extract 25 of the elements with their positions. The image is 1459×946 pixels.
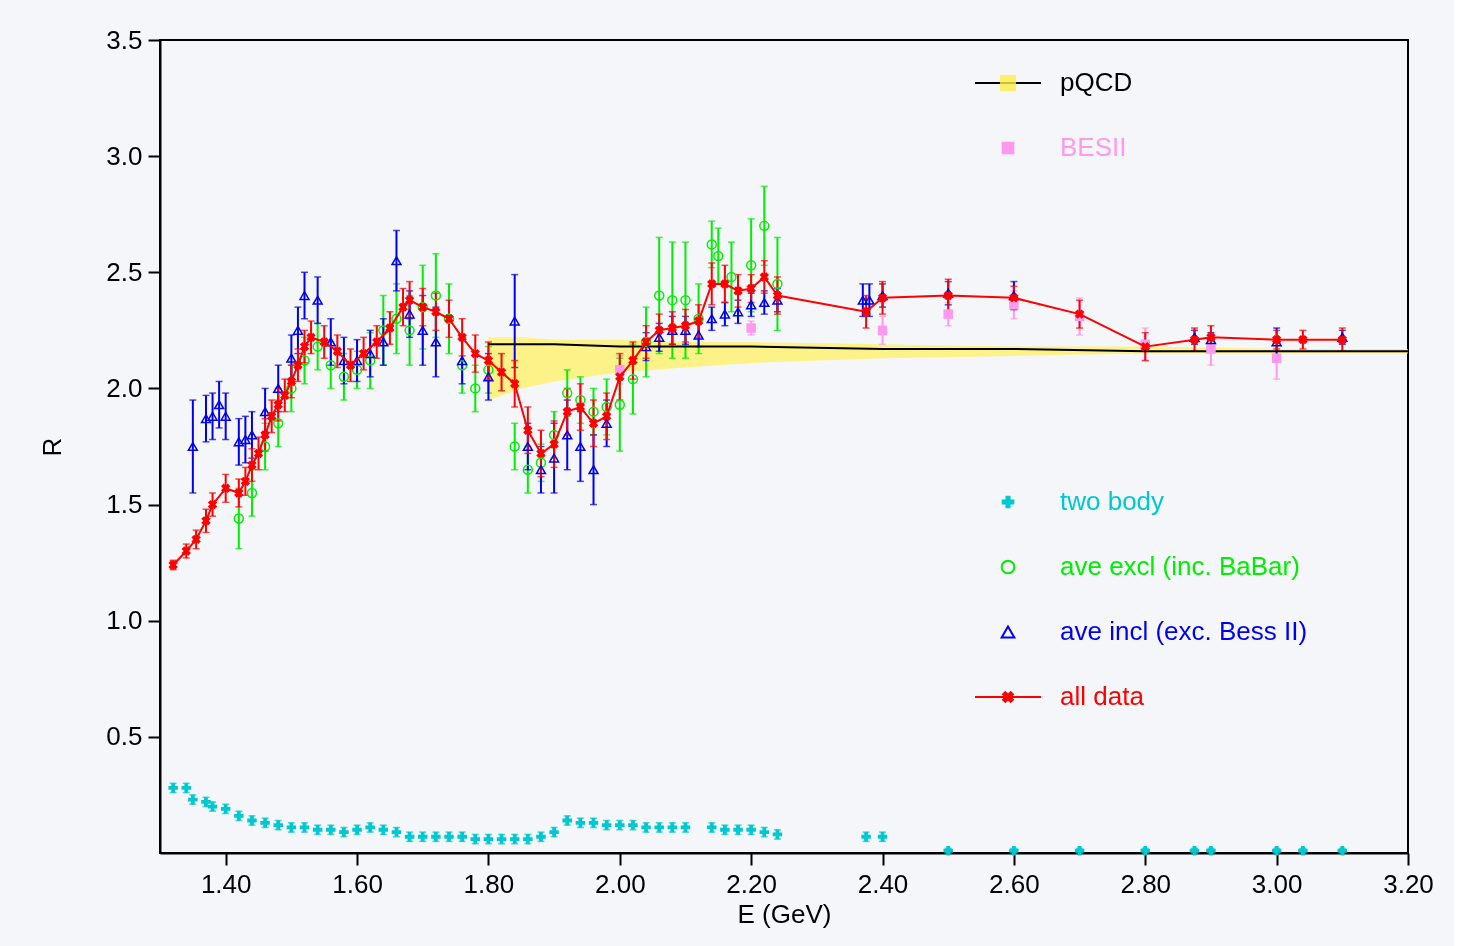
y-tick-label: 3.5 [106,24,143,55]
legend-label: two body [1060,486,1165,516]
x-tick-label: 2.40 [857,868,909,899]
x-tick-label: 1.60 [332,868,383,899]
y-tick-label: 1.5 [106,489,143,520]
legend-label: pQCD [1060,67,1133,97]
x-tick-label: 2.60 [989,868,1040,899]
x-tick-label: 1.40 [200,868,252,899]
y-tick-label: 2.0 [106,372,143,403]
x-tick-label: 1.80 [463,868,515,899]
y-tick-label: 0.5 [106,721,143,752]
y-tick-label: 2.5 [106,256,143,287]
legend-label: ave excl (inc. BaBar) [1060,551,1300,581]
x-tick-label: 2.80 [1120,868,1172,899]
x-tick-label: 2.20 [726,868,777,899]
x-tick-label: 2.00 [594,868,646,899]
legend-label: all data [1060,681,1145,711]
legend-label: BESII [1060,132,1127,162]
x-tick-label: 3.00 [1251,868,1303,899]
x-axis-title: E (GeV) [737,898,832,929]
legend-label: ave incl (exc. Bess II) [1060,616,1308,646]
x-tick-label: 3.20 [1383,868,1434,899]
y-tick-label: 1.0 [106,605,143,636]
y-axis-title: R [37,437,68,457]
y-tick-label: 3.0 [106,140,143,171]
